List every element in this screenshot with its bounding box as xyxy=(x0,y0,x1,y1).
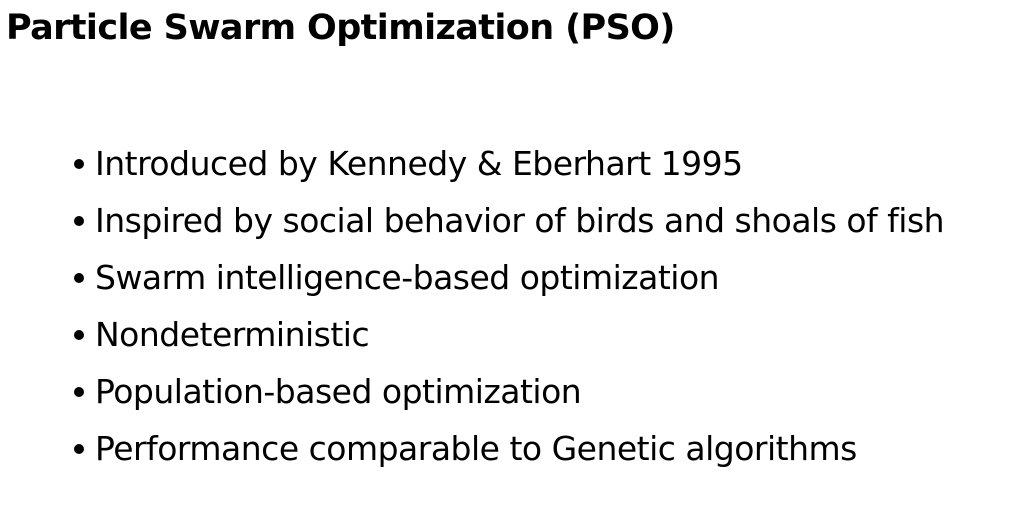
bullet-item: Introduced by Kennedy & Eberhart 1995 xyxy=(74,135,944,192)
bullet-text: Swarm intelligence-based optimization xyxy=(95,258,720,297)
bullet-item: Population-based optimization xyxy=(74,363,944,420)
bullet-text: Nondeterministic xyxy=(95,315,370,354)
bullet-dot-icon xyxy=(74,443,84,454)
bullet-text: Introduced by Kennedy & Eberhart 1995 xyxy=(95,144,743,183)
bullet-item: Nondeterministic xyxy=(74,306,944,363)
bullet-item: Inspired by social behavior of birds and… xyxy=(74,192,945,249)
bullet-dot-icon xyxy=(74,272,84,283)
bullet-item: Swarm intelligence-based optimization xyxy=(74,249,944,306)
bullet-dot-icon xyxy=(74,215,84,226)
bullet-item: Performance comparable to Genetic algori… xyxy=(74,420,944,477)
bullet-text: Performance comparable to Genetic algori… xyxy=(95,429,857,468)
bullet-text: Inspired by social behavior of birds and… xyxy=(95,201,945,240)
slide-title: Particle Swarm Optimization (PSO) xyxy=(6,8,675,48)
bullet-dot-icon xyxy=(74,386,84,397)
bullet-list: Introduced by Kennedy & Eberhart 1995 In… xyxy=(74,135,945,477)
bullet-dot-icon xyxy=(74,329,84,340)
bullet-text: Population-based optimization xyxy=(95,372,582,411)
bullet-dot-icon xyxy=(74,158,84,169)
